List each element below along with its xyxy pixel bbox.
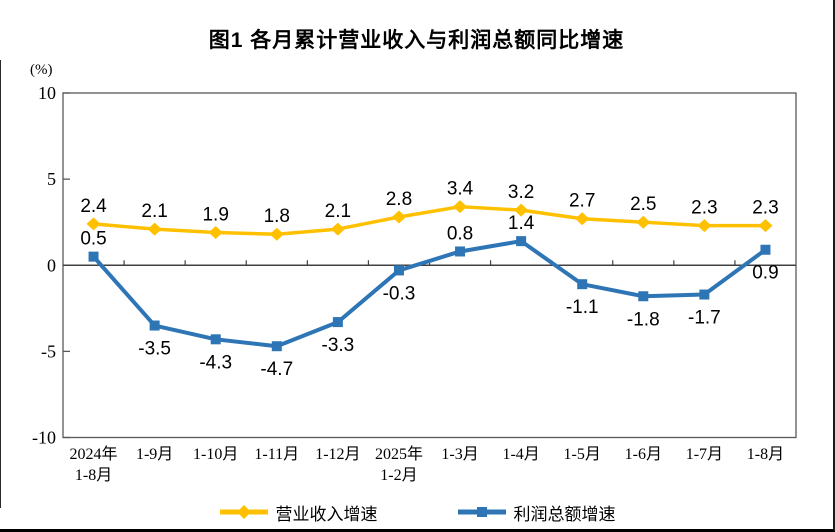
data-point-marker xyxy=(514,203,529,217)
left-edge-line xyxy=(0,60,1,508)
data-point-label: 2.1 xyxy=(325,201,351,222)
data-point-marker xyxy=(210,334,221,345)
data-point-label: 2.1 xyxy=(141,201,167,222)
data-point-label: 1.9 xyxy=(202,205,228,226)
data-point-marker xyxy=(271,341,282,352)
x-category-label: 1-12月 xyxy=(315,446,360,463)
x-category-label: 1-7月 xyxy=(686,446,723,463)
y-axis-unit-label: (%) xyxy=(30,62,53,78)
y-tick-label: -10 xyxy=(32,428,56,448)
data-point-label: 2.8 xyxy=(386,189,412,210)
data-point-marker xyxy=(391,210,406,224)
data-point-label: 3.2 xyxy=(508,182,534,203)
x-category-label: 1-8月 xyxy=(747,446,784,463)
x-category-label: 1-9月 xyxy=(136,446,173,463)
series-line-0 xyxy=(91,204,768,236)
data-point-label: 2.3 xyxy=(752,198,778,219)
data-point-marker xyxy=(332,317,343,328)
series-line-1 xyxy=(91,239,768,349)
data-point-marker xyxy=(208,226,223,240)
x-category-label: 1-5月 xyxy=(564,446,601,463)
data-point-marker xyxy=(577,279,588,290)
x-category-label: 1-3月 xyxy=(441,446,478,463)
data-point-marker xyxy=(575,212,590,226)
revenue-line-marker-icon xyxy=(219,505,268,519)
x-category-label: 1-6月 xyxy=(625,446,662,463)
data-point-label: -0.3 xyxy=(383,283,416,304)
data-point-marker xyxy=(697,219,712,233)
data-point-marker xyxy=(88,251,99,262)
data-point-marker xyxy=(86,217,101,231)
legend-label-profit: 利润总额增速 xyxy=(513,504,616,524)
x-category-label: 2024年 1-8月 xyxy=(70,445,118,484)
data-point-label: 0.8 xyxy=(447,223,473,244)
data-point-label: 3.4 xyxy=(447,179,474,200)
data-point-marker xyxy=(638,291,649,302)
data-point-marker xyxy=(760,244,771,255)
data-point-label: -1.7 xyxy=(688,308,721,329)
data-point-label: 2.3 xyxy=(691,198,717,219)
data-point-marker xyxy=(453,200,468,214)
data-point-marker xyxy=(330,222,345,236)
data-point-label: -4.3 xyxy=(199,352,232,373)
profit-line-marker-icon xyxy=(457,507,506,517)
data-point-label: 0.9 xyxy=(752,263,778,284)
data-point-marker xyxy=(699,289,710,300)
legend-item-profit: 利润总额增速 xyxy=(456,500,616,525)
chart-title: 图1 各月累计营业收入与利润总额同比增速 xyxy=(208,29,625,52)
data-point-marker xyxy=(147,222,162,236)
legend-item-revenue: 营业收入增速 xyxy=(218,500,378,525)
data-point-label: -3.5 xyxy=(138,339,171,360)
data-point-label: 0.5 xyxy=(80,229,106,250)
data-point-marker xyxy=(393,265,404,276)
data-point-marker xyxy=(455,246,466,257)
x-category-label: 1-11月 xyxy=(254,446,299,463)
data-point-label: -4.7 xyxy=(260,359,293,380)
data-point-marker xyxy=(636,215,651,229)
y-tick-label: 5 xyxy=(47,169,56,189)
data-point-label: 2.5 xyxy=(630,194,656,215)
data-point-label: 1.4 xyxy=(508,213,535,234)
x-category-label: 1-4月 xyxy=(502,446,539,463)
chart-legend: 营业收入增速 利润总额增速 xyxy=(0,498,833,526)
x-category-label: 1-10月 xyxy=(193,446,238,463)
data-point-label: -3.3 xyxy=(322,335,355,356)
data-point-marker xyxy=(516,236,527,247)
y-tick-label: 0 xyxy=(47,255,56,275)
data-point-label: 1.8 xyxy=(264,206,290,227)
y-tick-label: -5 xyxy=(41,341,56,361)
data-point-label: 2.4 xyxy=(80,196,107,217)
data-point-label: -1.1 xyxy=(566,297,599,318)
data-point-marker xyxy=(269,227,284,241)
data-point-label: -1.8 xyxy=(627,309,660,330)
data-point-marker xyxy=(758,219,773,233)
legend-label-revenue: 营业收入增速 xyxy=(275,504,378,524)
x-category-label: 2025年 1-2月 xyxy=(375,445,423,484)
y-tick-label: 10 xyxy=(38,83,56,103)
data-point-marker xyxy=(149,320,160,331)
data-point-label: 2.7 xyxy=(569,191,595,212)
